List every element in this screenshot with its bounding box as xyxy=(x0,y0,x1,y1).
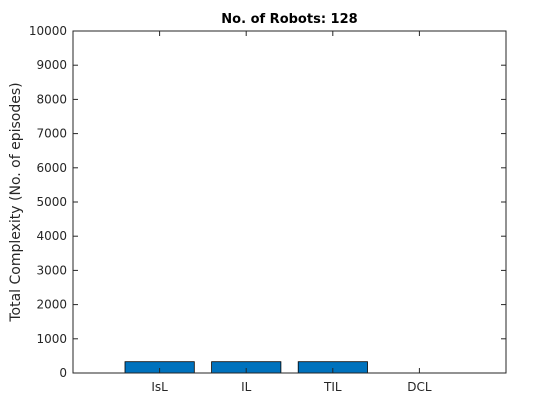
y-tick-label: 5000 xyxy=(36,195,67,209)
y-tick-label: 7000 xyxy=(36,127,67,141)
plot-area xyxy=(73,31,506,373)
y-tick-label: 3000 xyxy=(36,263,67,277)
plot-frame xyxy=(72,30,507,374)
x-tick-label: IsL xyxy=(151,380,168,394)
y-axis-label: Total Complexity (No. of episodes) xyxy=(8,82,24,322)
y-tick-label: 4000 xyxy=(36,229,67,243)
y-tick-label: 1000 xyxy=(36,332,67,346)
x-tick-label: IL xyxy=(241,380,252,394)
y-tick-label: 2000 xyxy=(36,298,67,312)
y-ticks-group: 0 1000 2000 3000 4000 5000 6000 7000 8000 9000 100… xyxy=(29,24,506,380)
x-ticks-group: IsL IL TIL DCL xyxy=(151,31,432,394)
y-tick-label: 6000 xyxy=(36,161,67,175)
chart-title: No. of Robots: 128 xyxy=(221,12,357,27)
y-tick-label: 8000 xyxy=(36,92,67,106)
x-tick-label: DCL xyxy=(407,380,432,394)
y-tick-label: 9000 xyxy=(36,58,67,72)
y-tick-label: 0 xyxy=(59,366,67,380)
y-tick-label: 10000 xyxy=(29,24,67,38)
x-tick-label: TIL xyxy=(323,380,342,394)
